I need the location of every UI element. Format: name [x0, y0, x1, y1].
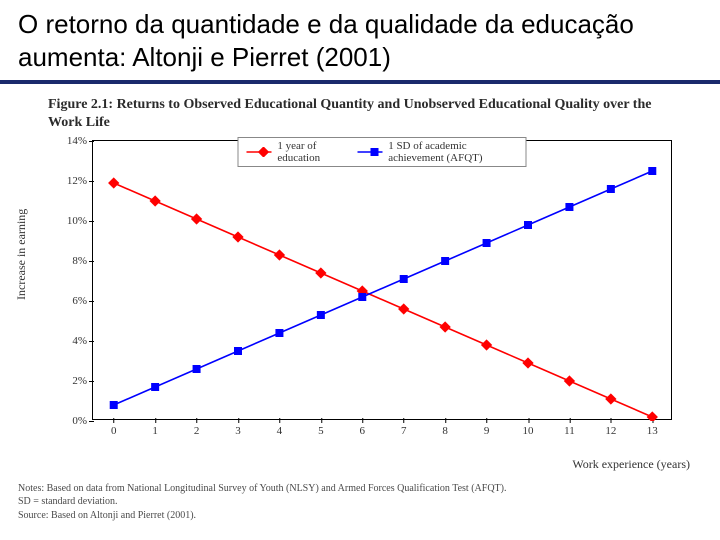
- series-marker-afqt: [110, 401, 118, 409]
- series-marker-education: [605, 393, 616, 404]
- chart-legend: 1 year of education 1 SD of academic ach…: [238, 137, 527, 167]
- x-tick-label: 2: [194, 419, 200, 437]
- series-marker-afqt: [358, 293, 366, 301]
- x-tick-label: 4: [277, 419, 283, 437]
- legend-item-afqt: 1 SD of academic achievement (AFQT): [357, 140, 517, 164]
- y-tick-label: 6%: [72, 295, 93, 307]
- series-marker-afqt: [441, 257, 449, 265]
- x-tick-label: 11: [564, 419, 575, 437]
- series-marker-afqt: [483, 239, 491, 247]
- notes-line-1: Notes: Based on data from National Longi…: [18, 482, 702, 496]
- y-tick-label: 0%: [72, 415, 93, 427]
- series-marker-afqt: [317, 311, 325, 319]
- series-marker-education: [315, 267, 326, 278]
- x-tick-label: 13: [647, 419, 658, 437]
- series-marker-education: [564, 375, 575, 386]
- title-underline: [0, 80, 720, 84]
- x-axis-label: Work experience (years): [572, 457, 690, 472]
- series-marker-afqt: [607, 185, 615, 193]
- series-marker-education: [439, 321, 450, 332]
- series-marker-education: [398, 303, 409, 314]
- y-tick-label: 14%: [67, 135, 93, 147]
- y-tick-label: 4%: [72, 335, 93, 347]
- series-marker-education: [274, 249, 285, 260]
- legend-item-education: 1 year of education: [247, 140, 340, 164]
- x-tick-label: 8: [442, 419, 448, 437]
- x-tick-label: 7: [401, 419, 407, 437]
- series-marker-education: [149, 195, 160, 206]
- x-tick-label: 0: [111, 419, 117, 437]
- x-tick-label: 3: [235, 419, 241, 437]
- series-marker-education: [191, 213, 202, 224]
- notes-line-2: SD = standard deviation.: [18, 495, 702, 509]
- y-tick-label: 8%: [72, 255, 93, 267]
- legend-label-education: 1 year of education: [277, 140, 339, 164]
- series-marker-afqt: [524, 221, 532, 229]
- chart-svg: [93, 141, 673, 421]
- series-marker-education: [481, 339, 492, 350]
- x-tick-label: 6: [360, 419, 366, 437]
- chart-plot-area: 1 year of education 1 SD of academic ach…: [92, 140, 672, 420]
- y-axis-label: Increase in earning: [14, 209, 29, 300]
- figure-notes: Notes: Based on data from National Longi…: [18, 482, 702, 523]
- x-tick-label: 10: [523, 419, 534, 437]
- x-tick-label: 9: [484, 419, 490, 437]
- legend-swatch-education: [247, 147, 272, 157]
- series-marker-afqt: [234, 347, 242, 355]
- series-marker-afqt: [565, 203, 573, 211]
- x-tick-label: 12: [605, 419, 616, 437]
- series-marker-education: [647, 411, 658, 421]
- series-marker-afqt: [400, 275, 408, 283]
- y-tick-label: 10%: [67, 215, 93, 227]
- series-marker-afqt: [193, 365, 201, 373]
- x-tick-label: 5: [318, 419, 324, 437]
- series-marker-afqt: [151, 383, 159, 391]
- series-marker-afqt: [275, 329, 283, 337]
- x-tick-label: 1: [152, 419, 158, 437]
- slide-title: O retorno da quantidade e da qualidade d…: [18, 8, 702, 73]
- figure-caption: Figure 2.1: Returns to Observed Educatio…: [48, 96, 688, 131]
- chart-container: Increase in earning 1 year of education …: [40, 130, 690, 470]
- series-marker-education: [522, 357, 533, 368]
- legend-swatch-afqt: [357, 147, 382, 157]
- legend-label-afqt: 1 SD of academic achievement (AFQT): [388, 140, 517, 164]
- series-marker-education: [232, 231, 243, 242]
- y-tick-label: 12%: [67, 175, 93, 187]
- slide: O retorno da quantidade e da qualidade d…: [0, 0, 720, 540]
- series-marker-education: [108, 177, 119, 188]
- y-tick-label: 2%: [72, 375, 93, 387]
- notes-line-3: Source: Based on Altonji and Pierret (20…: [18, 509, 702, 523]
- series-marker-afqt: [648, 167, 656, 175]
